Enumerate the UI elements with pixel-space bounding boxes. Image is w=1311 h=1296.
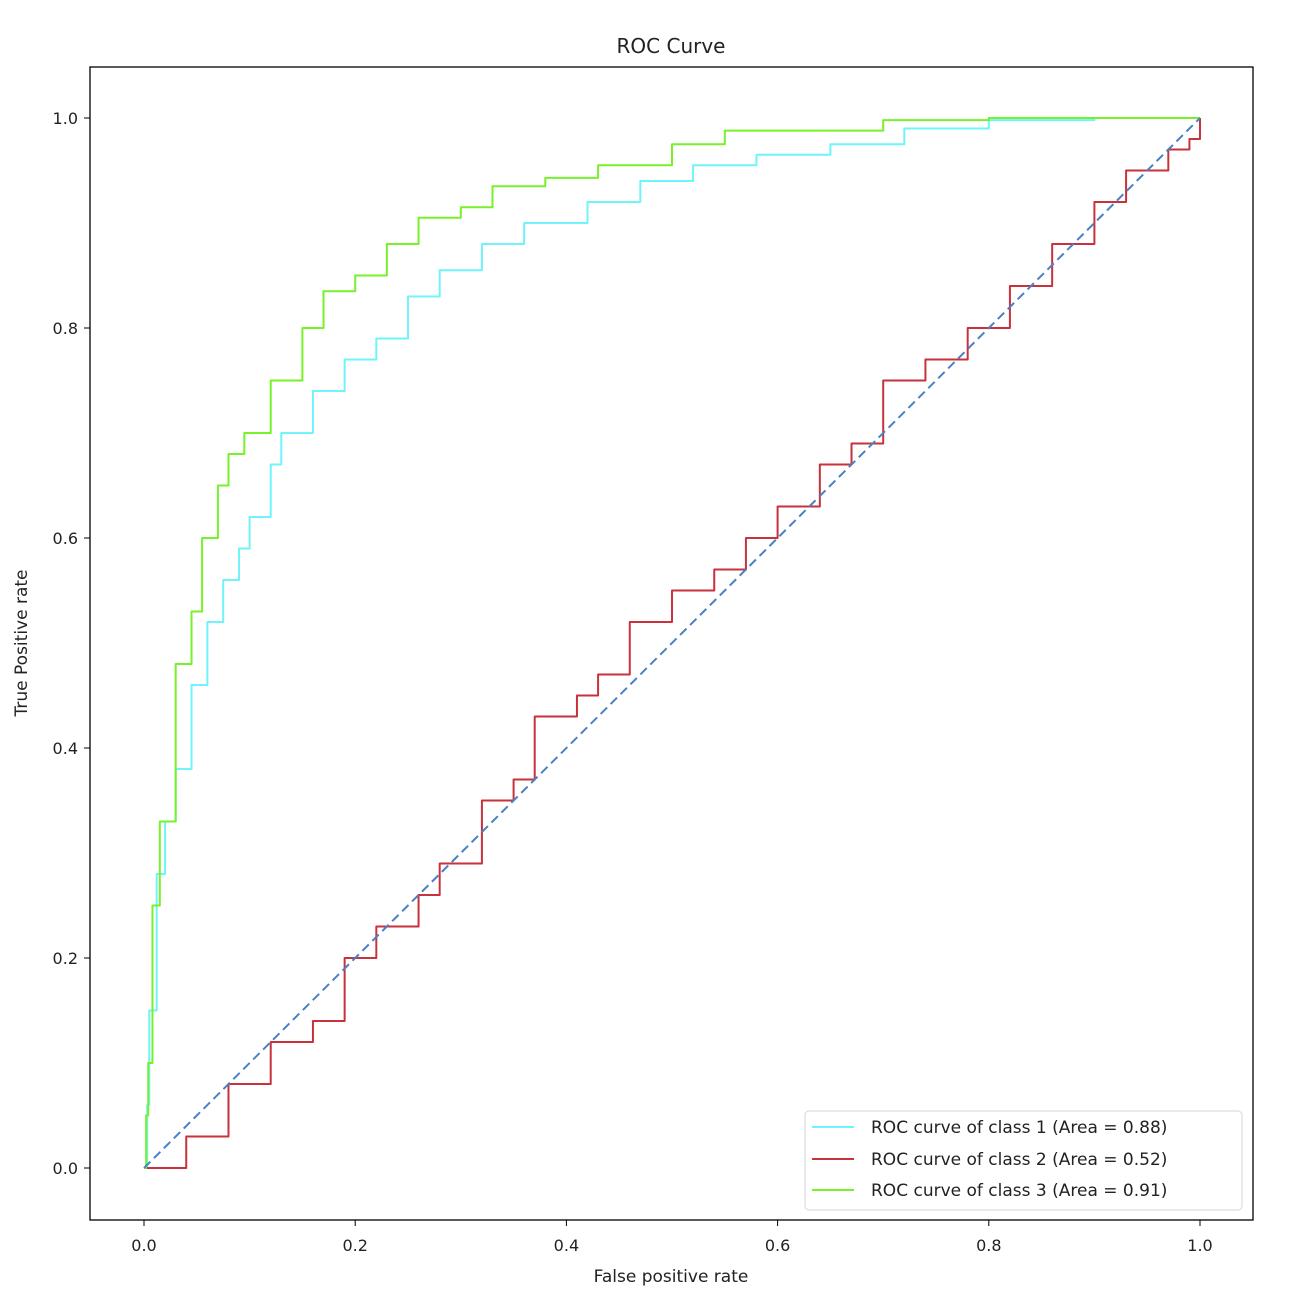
x-tick-label: 0.2 [342,1236,367,1255]
x-tick-label: 0.8 [976,1236,1001,1255]
legend-item-class-2: ROC curve of class 2 (Area = 0.52) [812,1150,1167,1170]
legend-item-class-3: ROC curve of class 3 (Area = 0.91) [812,1181,1167,1201]
x-tick-label: 0.4 [554,1236,579,1255]
x-tick-label: 0.6 [765,1236,790,1255]
x-tick-label: 0.0 [131,1236,156,1255]
y-tick-label: 0.0 [53,1159,78,1178]
chart-title: ROC Curve [617,34,726,58]
y-tick-label: 0.8 [53,319,78,338]
x-axis-ticks: 0.0 0.2 0.4 0.6 0.8 1.0 [131,1220,1213,1255]
y-tick-label: 0.4 [53,739,78,758]
x-axis-label: False positive rate [594,1267,749,1287]
roc-curve-class-3 [144,117,1200,1169]
plot-lines [143,117,1201,1169]
chance-diagonal-line [143,117,1201,1169]
y-tick-label: 0.6 [53,529,78,548]
y-tick-label: 0.2 [53,949,78,968]
roc-curve-class-2 [144,118,1201,1169]
x-tick-label: 1.0 [1187,1236,1212,1255]
y-tick-label: 1.0 [53,109,78,128]
legend-item-class-1: ROC curve of class 1 (Area = 0.88) [812,1118,1167,1138]
legend-label-class-2: ROC curve of class 2 (Area = 0.52) [871,1150,1167,1170]
axes-frame [89,66,1254,1221]
legend-label-class-1: ROC curve of class 1 (Area = 0.88) [871,1118,1167,1138]
legend-label-class-3: ROC curve of class 3 (Area = 0.91) [871,1181,1167,1201]
legend: ROC curve of class 1 (Area = 0.88) ROC c… [804,1110,1243,1211]
y-axis-ticks: 0.0 0.2 0.4 0.6 0.8 1.0 [53,109,90,1178]
legend-box [804,1110,1243,1211]
y-axis-label: True Positive rate [12,570,32,718]
